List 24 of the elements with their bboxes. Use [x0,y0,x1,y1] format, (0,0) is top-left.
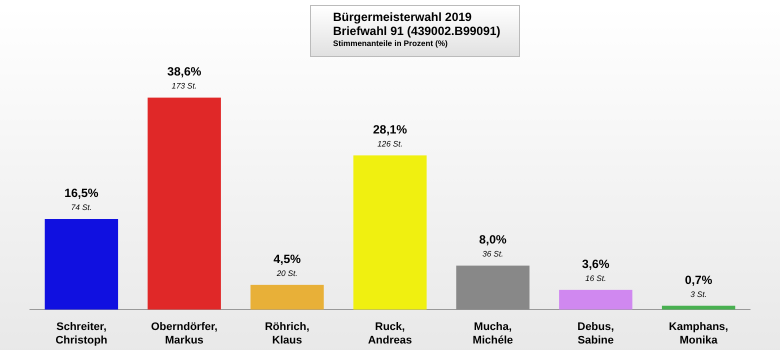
annotation: 173 St. [172,82,197,91]
x-tick-label: Röhrich, Klaus [264,321,310,346]
data-label: 38,6% [167,64,202,79]
x-tick-label: Ruck, Andreas [368,321,412,346]
chart-title: Bürgermeisterwahl 2019 [333,10,473,24]
annotation: 20 St. [276,268,298,278]
data-label: 3,6% [582,256,610,271]
chart-subtitle: Briefwahl 91 (439002.B99091) [333,24,502,38]
x-tick-label: Oberndörfer, Markus [150,321,218,346]
x-tick-label: Kamphans, Monika [668,321,728,346]
data-label: 4,5% [273,252,302,266]
data-label: 8,0% [479,232,507,247]
annotation: 36 St. [482,250,504,259]
x-tick-label: Debus, Sabine [577,321,614,346]
annotation: 3 St. [690,290,707,299]
data-label: 16,5% [64,186,99,200]
x-tick-label: Mucha, Michéle [472,321,514,346]
annotation: 16 St. [585,274,606,283]
annotation: 126 St. [377,139,403,148]
text: Stimmenanteile in Prozent (%) [333,38,449,49]
data-label: 0,7% [684,272,713,287]
x-tick-label: Schreiter, Christoph [55,321,108,346]
annotation: 74 St. [70,203,92,212]
data-label: 28,1% [372,122,408,136]
